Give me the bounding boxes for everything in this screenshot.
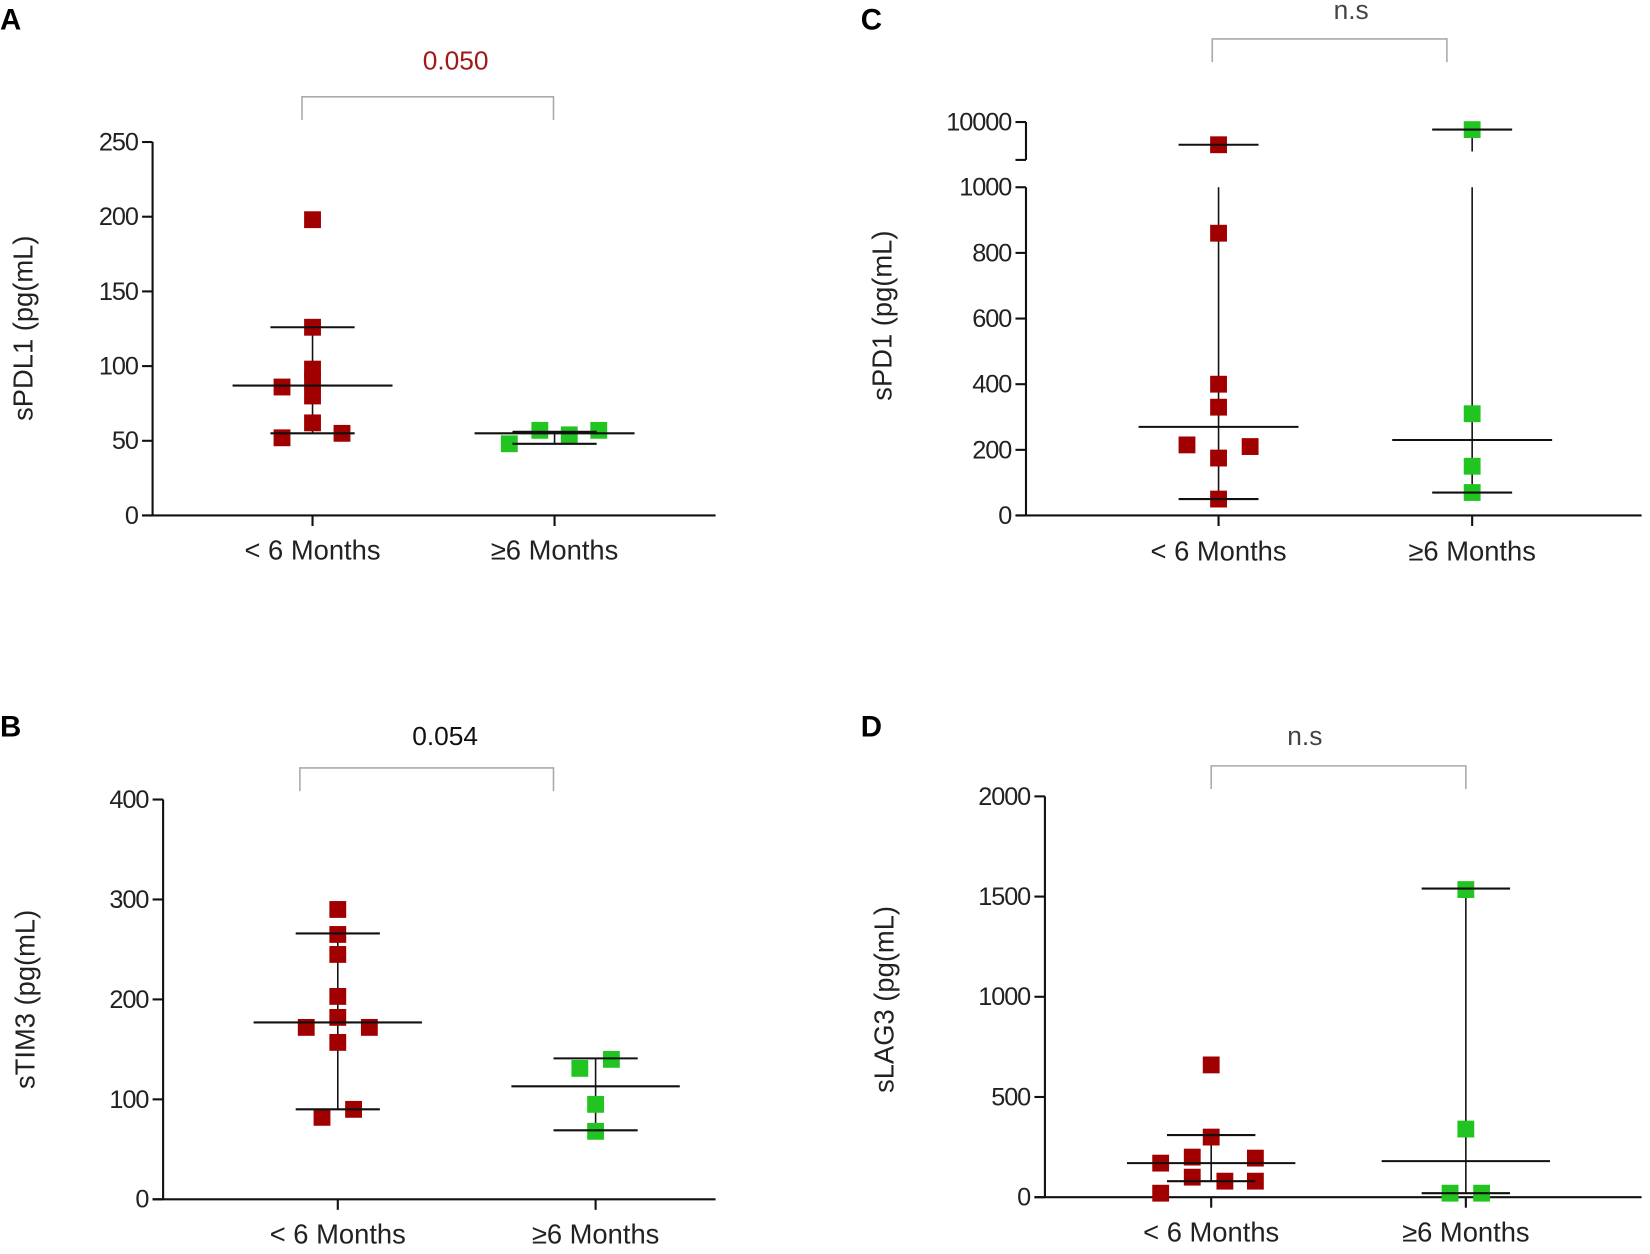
panel-a-y-tick-label: 0 [125,502,139,530]
panel-a-y-tick-label: 250 [99,128,139,156]
panel-c-group-1-data-point [1241,438,1259,455]
panel-d-letter: D [861,710,882,743]
panel-b-group-1-data-point [329,1033,347,1051]
panel-a-group-1-data-point [304,387,321,405]
panel-b-y-tick-label: 100 [109,1086,149,1114]
panel-b-letter: B [0,710,21,743]
panel-c-y-tick-label: 1000 [959,174,1012,202]
panel-a-group-1-data-point [273,429,291,447]
panel-d-significance-bracket [1210,765,1467,790]
panel-c-significance-bracket [1211,38,1448,63]
panel-a-group-1-data-point [304,372,321,390]
panel-c-group-1-data-point [1210,224,1227,242]
panel-c-group-1-data-point [1210,449,1227,467]
panel-c-category-label: < 6 Months [1151,536,1287,567]
panel-d-y-tick-label: 0 [1017,1184,1031,1212]
panel-a-group-2-data-point [531,421,549,439]
panel-a-y-tick-label: 200 [99,203,139,231]
panel-d-y-tick-label: 1500 [978,883,1031,911]
panel-c-group-2-data-point [1463,405,1481,423]
panel-a-y-axis-label: sPDL1 (pg(mL) [8,236,39,421]
panel-a-group-2-data-point [590,421,608,439]
panel-c-group-2-data-point [1463,457,1481,475]
panel-c-group-1-data-point [1178,436,1196,454]
panel-b-group-2-data-point [571,1059,589,1077]
panel-a-group-1-data-point [273,378,291,396]
panel-c-y-tick-label: 600 [972,305,1012,333]
panel-c-y-tick-label: 400 [972,371,1012,399]
panel-c-group-1-data-point [1210,375,1227,393]
panel-b-y-tick-label: 300 [109,886,149,914]
panel-d-group-2-data-point [1457,1120,1475,1138]
panel-a-group-2-data-point [560,426,578,444]
panel-a-y-tick-label: 50 [112,427,139,455]
panel-d-group-1-data-point [1183,1148,1201,1166]
panel-c-letter: C [861,3,882,36]
panel-a-category-label: ≥6 Months [491,535,619,566]
panel-b-group-1-data-point [329,901,347,918]
panel-d-p-value: n.s [1287,721,1322,751]
panel-c-category-label: ≥6 Months [1408,536,1536,567]
panel-c-p-value: n.s [1334,0,1369,25]
panel-d-category-label: < 6 Months [1143,1216,1279,1247]
panel-c-y-tick-label: 10000 [946,108,1012,136]
panel-a-letter: A [0,3,21,36]
panel-c-y-tick-label: 0 [998,502,1012,530]
panel-d-group-1-data-point [1152,1184,1170,1202]
panel-c-y-tick-label: 200 [972,436,1012,464]
panel-b-y-tick-label: 200 [109,986,149,1014]
panel-a-category-label: < 6 Months [244,535,380,566]
panel-d-y-tick-label: 2000 [978,783,1031,811]
panel-c-y-tick-label: 800 [972,239,1012,267]
panel-a-group-1-data-point [304,414,321,432]
panel-b-p-value: 0.054 [412,721,478,751]
panel-b-group-1-data-point [329,987,347,1005]
panel-d-group-1-data-point [1183,1168,1201,1186]
panel-d-group-1-data-point [1202,1128,1220,1146]
panel-c-y-axis-label: sPD1 (pg(mL) [866,231,897,401]
panel-a-y-tick-label: 100 [99,353,139,381]
panel-a-group-2-data-point [500,435,518,453]
panel-d-y-tick-label: 1000 [978,983,1031,1011]
panel-d-y-tick-label: 500 [991,1083,1031,1111]
panel-d-category-label: ≥6 Months [1402,1216,1530,1247]
panel-b-group-2-data-point [587,1095,605,1113]
panel-a-p-value: 0.050 [423,45,489,75]
panel-b-y-tick-label: 0 [135,1186,149,1214]
panel-d-group-1-data-point [1202,1056,1220,1074]
panel-a-y-tick-label: 150 [99,278,139,306]
panel-b-group-1-data-point [313,1108,331,1126]
panel-b-significance-bracket [299,767,555,792]
panel-b-category-label: < 6 Months [270,1218,406,1249]
panel-a-significance-bracket [301,95,555,120]
panel-b-y-axis-label: sTIM3 (pg(mL) [10,910,41,1089]
panel-b-category-label: ≥6 Months [532,1218,660,1249]
panel-d-y-axis-label: sLAG3 (pg(mL) [868,906,899,1093]
panel-b-y-tick-label: 400 [109,786,149,814]
panel-b-group-1-data-point [329,946,347,963]
panel-c-group-1-data-point [1210,398,1227,416]
panel-a-group-1-data-point [304,211,321,229]
